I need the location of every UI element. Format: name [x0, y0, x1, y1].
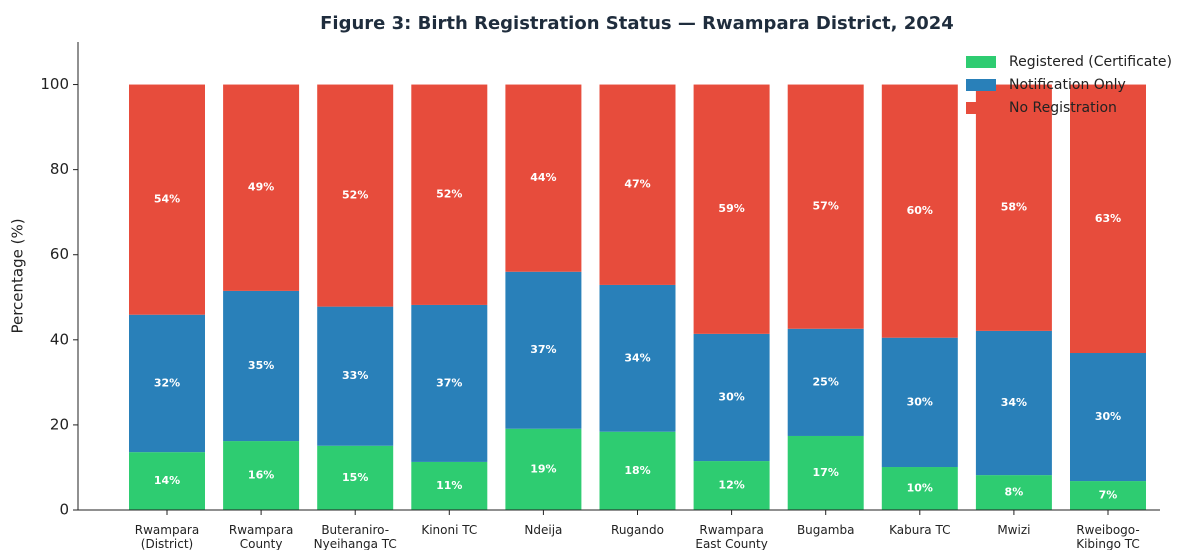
- bar-segment: [599, 431, 676, 510]
- data-label: 32%: [154, 376, 180, 389]
- bar-segment: [975, 330, 1052, 476]
- bar-segment: [411, 84, 488, 305]
- bar-segment: [693, 84, 770, 334]
- data-label: 44%: [530, 171, 556, 184]
- bar-segment: [223, 441, 300, 510]
- bar-segment: [317, 84, 394, 307]
- bar-segment: [787, 328, 864, 436]
- data-label: 52%: [436, 188, 462, 201]
- y-tick-label: 40: [50, 330, 69, 348]
- bar-segment: [317, 445, 394, 510]
- bar-segment: [787, 84, 864, 329]
- bar-segment: [1070, 353, 1146, 482]
- data-label: 63%: [1095, 212, 1121, 225]
- legend-label: Notification Only: [1009, 77, 1126, 93]
- data-label: 60%: [907, 204, 933, 217]
- x-tick-label: Rwampara (District): [135, 523, 199, 550]
- data-label: 49%: [248, 181, 274, 194]
- data-label: 54%: [154, 193, 180, 206]
- legend-label: No Registration: [1009, 100, 1117, 116]
- legend-swatch: [966, 79, 996, 91]
- bar-segment: [505, 428, 582, 510]
- bar-segment: [411, 304, 488, 462]
- y-tick-label: 0: [59, 501, 69, 519]
- data-label: 35%: [248, 359, 274, 372]
- x-tick-label: Rwampara County: [229, 523, 293, 550]
- legend-swatch: [966, 56, 996, 68]
- data-label: 18%: [624, 464, 650, 477]
- data-label: 59%: [718, 202, 744, 215]
- data-label: 7%: [1099, 489, 1118, 502]
- x-tick-label: Buteraniro-Nyeihanga TC: [314, 523, 397, 550]
- data-label: 37%: [530, 343, 556, 356]
- bar-segment: [693, 333, 770, 462]
- data-label: 12%: [718, 479, 744, 492]
- y-tick-label: 60: [50, 245, 69, 263]
- bar-segment: [599, 284, 676, 432]
- data-label: 34%: [1001, 396, 1027, 409]
- bar-segment: [223, 290, 300, 442]
- data-label: 15%: [342, 471, 368, 484]
- bar-segment: [975, 475, 1052, 510]
- data-label: 16%: [248, 469, 274, 482]
- data-label: 14%: [154, 474, 180, 487]
- bar-segment: [787, 435, 864, 510]
- data-label: 30%: [907, 395, 933, 408]
- chart-title: Figure 3: Birth Registration Status — Rw…: [320, 13, 954, 34]
- data-label: 17%: [813, 466, 839, 479]
- data-label: 11%: [436, 479, 462, 492]
- x-tick-label: Bugamba: [797, 523, 854, 537]
- bar-segment: [599, 84, 676, 285]
- data-label: 25%: [813, 375, 839, 388]
- data-label: 37%: [436, 376, 462, 389]
- bar-segment: [129, 84, 205, 315]
- x-tick-label: Ndeija: [524, 523, 562, 537]
- y-tick-label: 80: [50, 160, 69, 178]
- data-label: 8%: [1005, 486, 1024, 499]
- x-tick-label: Rweibogo-Kibingo TC: [1076, 523, 1140, 550]
- bar-segment: [881, 467, 958, 510]
- bar-segment: [975, 84, 1052, 331]
- bar-segment: [129, 314, 205, 453]
- bar-segment: [1070, 481, 1146, 510]
- bar-segment: [223, 84, 300, 291]
- data-label: 52%: [342, 189, 368, 202]
- x-tick-label: Rugando: [611, 523, 664, 537]
- bar-segment: [881, 84, 958, 338]
- bar-segment: [317, 306, 394, 446]
- y-axis-label: Percentage (%): [9, 218, 27, 333]
- bar-segment: [505, 271, 582, 429]
- data-label: 57%: [813, 200, 839, 213]
- data-label: 58%: [1001, 201, 1027, 214]
- bar-segment: [881, 337, 958, 468]
- bar-segment: [411, 461, 488, 510]
- data-label: 30%: [718, 390, 744, 403]
- x-tick-label: Rwampara East County: [695, 523, 767, 550]
- data-label: 34%: [624, 351, 650, 364]
- data-label: 30%: [1095, 410, 1121, 423]
- data-label: 19%: [530, 462, 556, 475]
- x-tick-label: Kabura TC: [889, 523, 950, 537]
- y-tick-label: 100: [40, 75, 69, 93]
- y-tick-label: 20: [50, 415, 69, 433]
- bar-segment: [505, 84, 582, 272]
- bar-segment: [129, 452, 205, 510]
- x-tick-label: Mwizi: [997, 523, 1030, 537]
- bar-segment: [1070, 84, 1146, 354]
- bar-segment: [693, 461, 770, 510]
- x-tick-label: Kinoni TC: [421, 523, 477, 537]
- data-label: 33%: [342, 369, 368, 382]
- legend-swatch: [966, 102, 996, 114]
- data-label: 10%: [907, 482, 933, 495]
- data-label: 47%: [624, 178, 650, 191]
- legend-label: Registered (Certificate): [1009, 54, 1172, 70]
